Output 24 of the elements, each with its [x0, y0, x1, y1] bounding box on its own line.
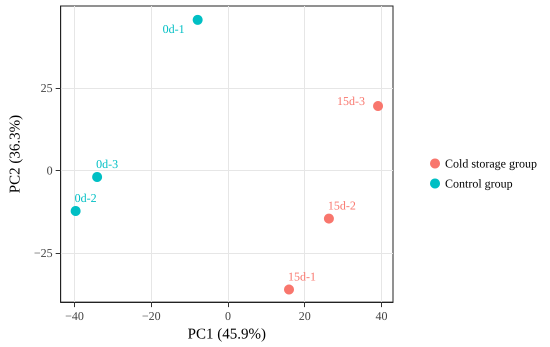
- x-tick-label: −40: [65, 309, 84, 324]
- data-label: 15d-1: [288, 270, 316, 284]
- point: [192, 14, 203, 25]
- point: [373, 101, 384, 112]
- x-tick-label: 20: [298, 309, 311, 324]
- legend-label: Control group: [445, 176, 513, 190]
- point: [92, 172, 102, 182]
- y-tick-label: 25: [40, 80, 53, 95]
- legend-label: Cold storage group: [445, 156, 538, 170]
- data-label: 15d-2: [328, 198, 356, 213]
- data-label: 0d-3: [96, 156, 118, 171]
- data-label: 0d-1: [162, 22, 185, 36]
- point: [284, 284, 294, 295]
- y-tick-label: 0: [46, 163, 53, 178]
- data-label: 0d-2: [74, 190, 97, 205]
- y-axis-title: PC2 (36.3%): [8, 114, 24, 194]
- x-tick-label: 40: [375, 309, 388, 324]
- point: [70, 206, 81, 216]
- x-tick-label: −20: [142, 309, 161, 324]
- y-tick-label: −25: [34, 246, 53, 260]
- point: [324, 214, 334, 224]
- x-tick-label: 0: [224, 309, 231, 324]
- data-label: 15d-3: [337, 94, 366, 108]
- x-axis-title: PC1 (45.9%): [188, 326, 266, 342]
